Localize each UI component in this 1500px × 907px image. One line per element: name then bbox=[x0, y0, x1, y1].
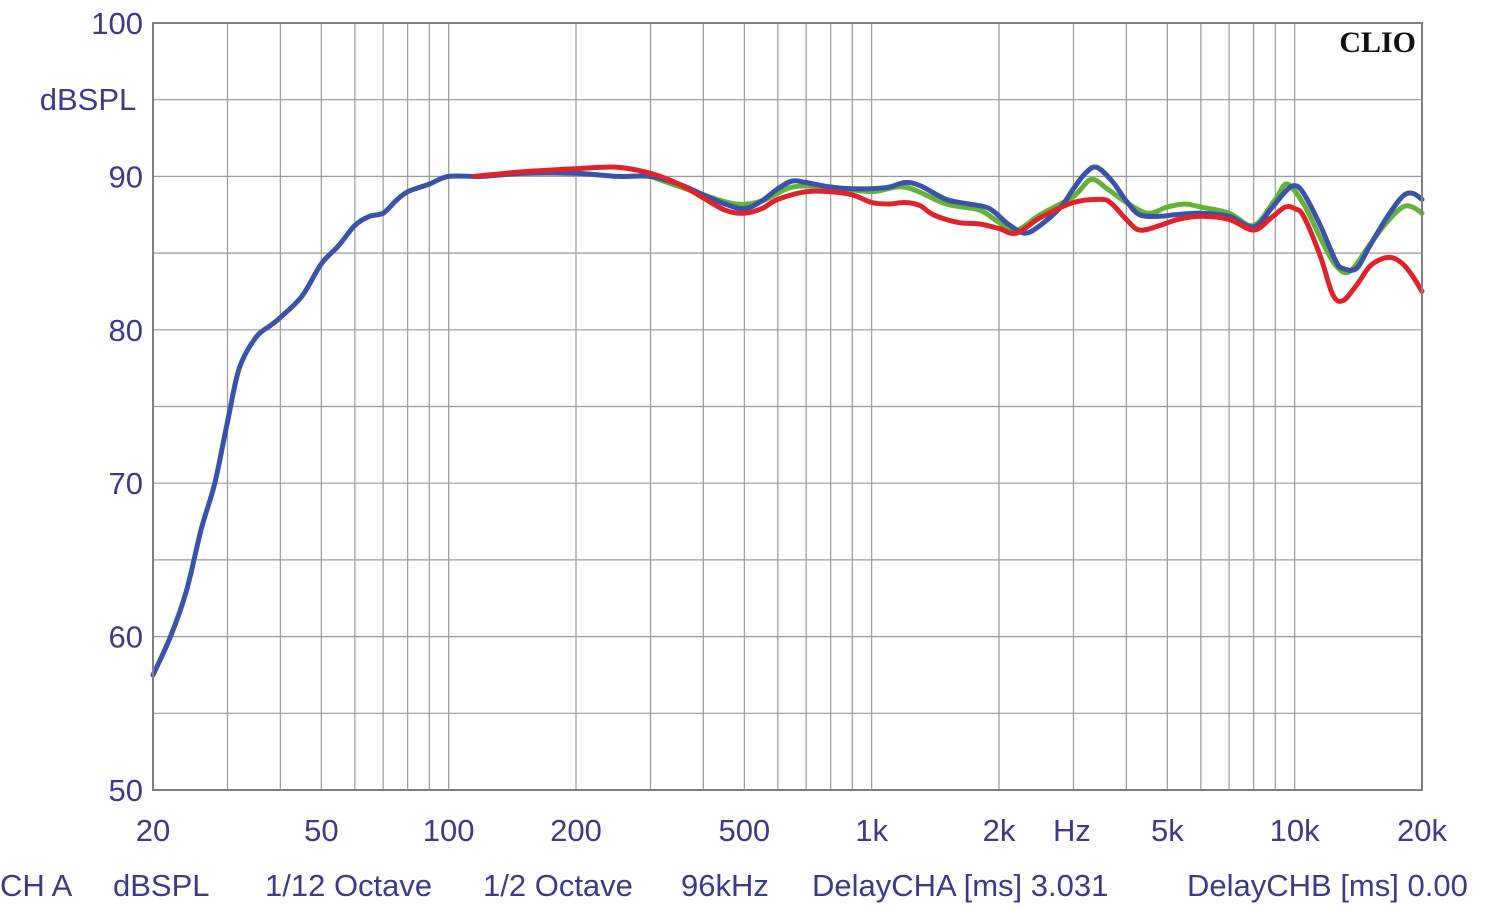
y-tick-label: 60 bbox=[109, 620, 143, 655]
x-tick-label: 10k bbox=[1270, 813, 1320, 848]
series-layer bbox=[150, 164, 1425, 678]
y-tick-label: 90 bbox=[109, 159, 143, 194]
sample-rate-label: 96kHz bbox=[681, 868, 769, 903]
series-line-3 bbox=[471, 164, 1425, 304]
x-tick-label: 200 bbox=[550, 813, 602, 848]
x-tick-label: 2k bbox=[983, 813, 1016, 848]
x-tick-label: 1k bbox=[855, 813, 888, 848]
y-tick-label: 100 bbox=[91, 6, 143, 41]
y-tick-label: 70 bbox=[109, 466, 143, 501]
y-tick-label: 80 bbox=[109, 313, 143, 348]
x-unit-label: Hz bbox=[1053, 813, 1091, 848]
chart-background bbox=[0, 0, 1500, 865]
channel-label: CH A bbox=[0, 868, 73, 903]
measurement-info-bar: CH A dBSPL 1/12 Octave 1/2 Octave 96kHz … bbox=[0, 868, 1500, 907]
delay-chb-label: DelayCHB [ms] 0.00 bbox=[1187, 868, 1468, 903]
x-tick-label: 20 bbox=[136, 813, 170, 848]
plot-frame bbox=[152, 22, 1423, 791]
series-line-2 bbox=[150, 164, 1425, 678]
x-tick-label: 500 bbox=[718, 813, 770, 848]
x-tick-label: 50 bbox=[304, 813, 338, 848]
resolution-label: 1/2 Octave bbox=[483, 868, 633, 903]
y-unit-label: dBSPL bbox=[40, 82, 137, 117]
clio-watermark: CLIO bbox=[1339, 26, 1416, 59]
delay-cha-label: DelayCHA [ms] 3.031 bbox=[812, 868, 1109, 903]
x-tick-labels: 20 50 100 200 500 1k 2k 5k 10k 20k bbox=[136, 813, 1448, 848]
smoothing-label: 1/12 Octave bbox=[265, 868, 433, 903]
unit-label: dBSPL bbox=[113, 868, 210, 903]
x-tick-label: 5k bbox=[1151, 813, 1184, 848]
y-tick-label: 50 bbox=[109, 773, 143, 808]
x-tick-label: 100 bbox=[423, 813, 475, 848]
x-tick-label: 20k bbox=[1397, 813, 1447, 848]
y-tick-labels: 50 60 70 80 90 100 bbox=[91, 6, 143, 808]
